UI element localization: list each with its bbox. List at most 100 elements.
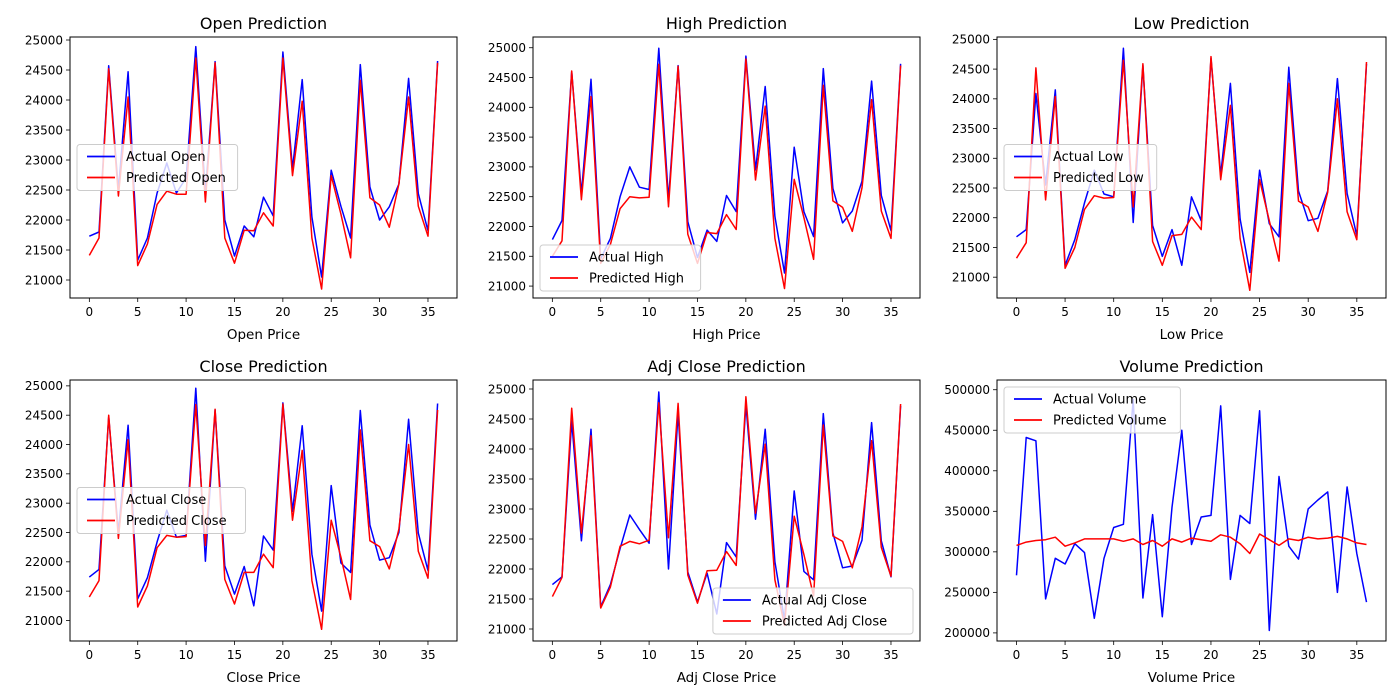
legend-box <box>1003 386 1181 434</box>
open-xlabel: Open Price <box>227 327 300 343</box>
x-tick-label: 25 <box>1252 648 1267 662</box>
x-tick-label: 15 <box>227 305 242 319</box>
y-tick-label: 23000 <box>952 152 990 166</box>
x-tick-label: 5 <box>134 305 142 319</box>
x-tick-label: 10 <box>178 305 193 319</box>
actual-low-line <box>1016 47 1368 274</box>
high-legend: Actual High Predicted High <box>539 244 702 292</box>
x-tick-label: 10 <box>641 305 656 319</box>
x-tick-label: 0 <box>549 305 557 319</box>
y-tick-label: 21500 <box>488 592 526 606</box>
x-tick-label: 35 <box>1349 648 1364 662</box>
y-tick-label: 450000 <box>944 424 990 438</box>
predicted-open-line <box>88 57 439 290</box>
actual-volume-line <box>1015 398 1368 632</box>
x-tick-label: 0 <box>86 305 94 319</box>
legend-box <box>1003 144 1158 191</box>
x-tick-label: 20 <box>275 648 290 662</box>
x-tick-label: 5 <box>134 648 142 662</box>
y-tick-label: 23000 <box>25 496 63 510</box>
actual-high-line <box>551 47 902 274</box>
y-tick-label: 24500 <box>488 412 526 426</box>
low-title: Low Prediction <box>1133 14 1249 33</box>
x-tick-label: 15 <box>1155 305 1170 319</box>
low-panel: Low Prediction Low Price 0 5 10 15 20 25 30 35 210… <box>952 14 1387 343</box>
y-tick-label: 23500 <box>25 123 63 137</box>
y-tick-label: 24500 <box>488 71 526 85</box>
x-tick-label: 5 <box>597 305 605 319</box>
y-tick-label: 24500 <box>25 63 63 77</box>
close-panel: Close Prediction Close Price 0 5 10 15 20 25 30 3… <box>25 357 458 686</box>
y-tick-label: 24000 <box>25 438 63 452</box>
y-tick-label: 22500 <box>25 183 63 197</box>
y-tick-label: 22500 <box>25 526 63 540</box>
x-tick-label: 10 <box>178 648 193 662</box>
x-tick-label: 10 <box>1106 648 1121 662</box>
x-tick-label: 0 <box>1013 305 1021 319</box>
y-tick-label: 21000 <box>488 279 526 293</box>
x-tick-label: 10 <box>641 648 656 662</box>
legend-label: Predicted Close <box>126 514 227 529</box>
predicted-low-line <box>1015 55 1368 292</box>
adj-close-panel: Adj Close Prediction Adj Close Price 0 5 10 1… <box>488 357 921 686</box>
y-tick-label: 350000 <box>944 505 990 519</box>
low-xlabel: Low Price <box>1160 327 1224 343</box>
y-tick-label: 22000 <box>952 211 990 225</box>
adj-close-title: Adj Close Prediction <box>647 357 806 376</box>
x-tick-label: 25 <box>1252 305 1267 319</box>
open-title: Open Prediction <box>200 14 327 33</box>
legend-label: Actual High <box>589 251 664 266</box>
x-tick-label: 25 <box>787 305 802 319</box>
legend-label: Actual Adj Close <box>762 594 867 609</box>
x-tick-label: 5 <box>1061 305 1069 319</box>
y-tick-label: 21000 <box>488 622 526 636</box>
x-tick-label: 20 <box>1203 305 1218 319</box>
x-tick-label: 5 <box>1061 648 1069 662</box>
x-tick-label: 30 <box>372 648 387 662</box>
y-tick-label: 23000 <box>25 153 63 167</box>
legend-box <box>539 244 702 292</box>
actual-close-line <box>88 387 439 612</box>
high-xlabel: High Price <box>692 327 760 343</box>
x-tick-label: 35 <box>420 305 435 319</box>
y-tick-label: 23500 <box>488 130 526 144</box>
y-tick-label: 24500 <box>25 408 63 422</box>
y-tick-label: 25000 <box>25 33 63 47</box>
x-tick-label: 0 <box>86 648 94 662</box>
open-legend: Actual Open Predicted Open <box>76 144 239 191</box>
x-tick-label: 35 <box>420 648 435 662</box>
x-tick-label: 30 <box>835 648 850 662</box>
legend-label: Predicted High <box>589 272 684 287</box>
y-tick-label: 24000 <box>488 442 526 456</box>
x-tick-label: 20 <box>738 648 753 662</box>
legend-label: Predicted Volume <box>1053 414 1167 429</box>
legend-label: Actual Close <box>126 493 206 508</box>
legend-label: Actual Low <box>1053 150 1124 165</box>
y-tick-label: 250000 <box>944 586 990 600</box>
close-legend: Actual Close Predicted Close <box>76 487 246 534</box>
low-legend: Actual Low Predicted Low <box>1003 144 1158 191</box>
x-tick-label: 20 <box>275 305 290 319</box>
y-tick-label: 400000 <box>944 464 990 478</box>
y-tick-label: 300000 <box>944 545 990 559</box>
x-tick-label: 35 <box>883 305 898 319</box>
y-tick-label: 25000 <box>25 379 63 393</box>
y-tick-label: 25000 <box>488 41 526 55</box>
x-tick-label: 20 <box>738 305 753 319</box>
x-tick-label: 15 <box>690 305 705 319</box>
x-tick-label: 25 <box>787 648 802 662</box>
x-tick-label: 30 <box>835 305 850 319</box>
y-tick-label: 21000 <box>25 614 63 628</box>
volume-xlabel: Volume Price <box>1148 670 1235 686</box>
y-tick-label: 22000 <box>488 562 526 576</box>
y-tick-label: 23500 <box>25 467 63 481</box>
y-tick-label: 21500 <box>488 250 526 264</box>
predicted-high-line <box>551 58 902 290</box>
y-tick-label: 25000 <box>488 382 526 396</box>
y-tick-label: 22000 <box>25 555 63 569</box>
x-tick-label: 30 <box>1301 648 1316 662</box>
legend-label: Predicted Open <box>126 171 226 186</box>
y-tick-label: 23000 <box>488 160 526 174</box>
y-tick-label: 22000 <box>488 220 526 234</box>
